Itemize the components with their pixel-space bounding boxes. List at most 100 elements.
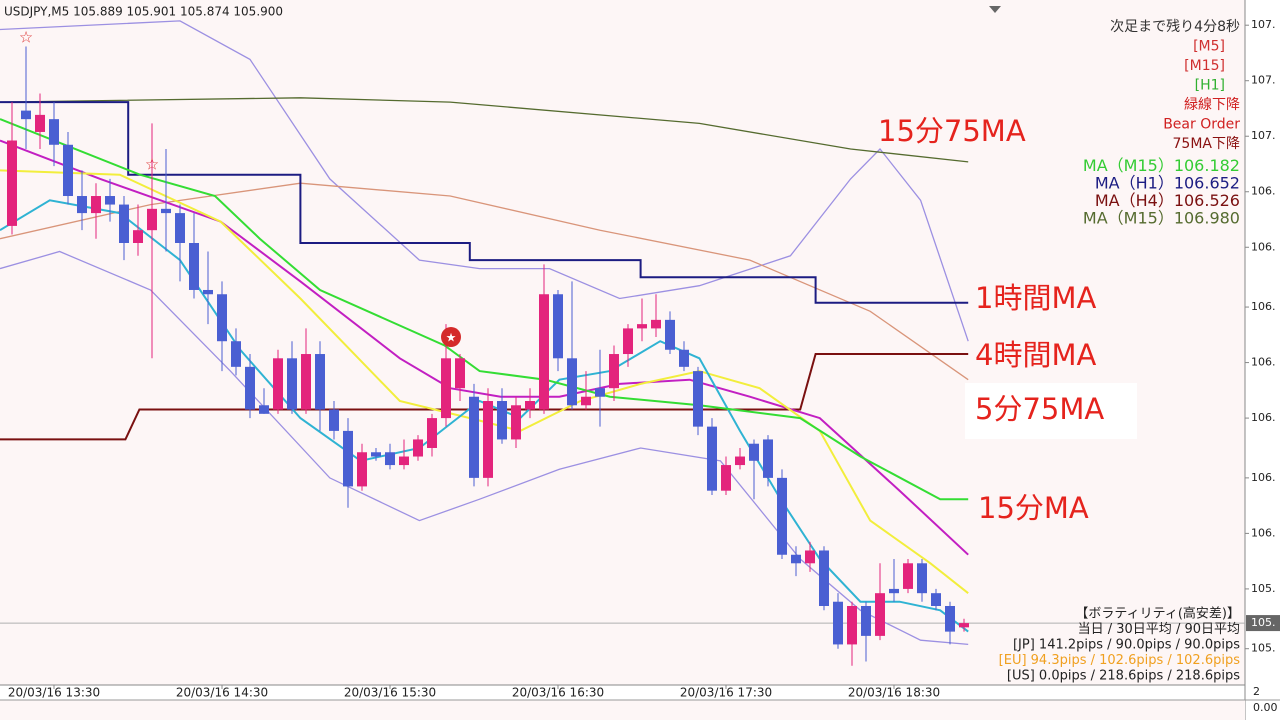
annotation-box xyxy=(965,383,1137,439)
signal-star: ☆ xyxy=(19,28,33,47)
status-line: MA（M15）106.182 xyxy=(1083,156,1240,175)
candle-body xyxy=(231,341,241,367)
candle-body xyxy=(637,324,647,329)
subwindow xyxy=(0,700,1245,720)
candle-body xyxy=(805,550,815,564)
candle-body xyxy=(609,354,619,389)
indicator-line xyxy=(0,20,969,342)
candle-body xyxy=(917,563,927,594)
candle-body xyxy=(119,204,129,243)
candle-body xyxy=(147,208,157,231)
status-line: 75MA下降 xyxy=(1173,136,1240,152)
candle-body xyxy=(693,371,703,427)
candle-body xyxy=(875,593,885,636)
candle-body xyxy=(399,456,409,466)
candle-body xyxy=(525,401,535,410)
bid-label-box xyxy=(1246,615,1280,632)
candle-body xyxy=(721,465,731,491)
candle-body xyxy=(567,358,577,406)
candle-body xyxy=(105,196,115,205)
candle-body xyxy=(133,230,143,243)
candle-body xyxy=(931,593,941,606)
candle-body xyxy=(707,426,717,491)
candle-body xyxy=(21,110,31,120)
bid-label: 105. xyxy=(1251,616,1276,629)
candle-body xyxy=(189,242,199,290)
status-line: [M5] xyxy=(1193,39,1225,55)
candle-body xyxy=(469,396,479,478)
y-tick-label: 105. xyxy=(1251,642,1276,655)
candle-body xyxy=(245,366,255,410)
status-line: MA（H4）106.526 xyxy=(1095,191,1240,210)
candle-body xyxy=(553,294,563,359)
candle-body xyxy=(49,119,59,145)
candle-body xyxy=(539,294,549,410)
y-tick-label: 106. xyxy=(1251,240,1276,253)
candle-body xyxy=(77,196,87,214)
y-tick-label: 106. xyxy=(1251,356,1276,369)
candle-body xyxy=(427,418,437,448)
candle-body xyxy=(735,456,745,466)
annotation: 5分75MA xyxy=(975,392,1104,426)
status-line: [H1] xyxy=(1195,78,1225,94)
x-tick-label: 20/03/16 16:30 xyxy=(512,686,604,700)
candle-body xyxy=(679,349,689,367)
candle-body xyxy=(287,358,297,410)
indicator-line xyxy=(0,169,969,594)
y-tick-label: 106. xyxy=(1251,471,1276,484)
shift-marker xyxy=(989,6,1001,13)
candle-body xyxy=(413,439,423,457)
y-tick-label: 106. xyxy=(1251,526,1276,539)
candle-body xyxy=(819,550,829,606)
candle-body xyxy=(371,452,381,457)
indicator-line xyxy=(0,250,969,646)
volatility-line: 当日 / 30日平均 / 90日平均 xyxy=(1078,622,1240,637)
annotation: 4時間MA xyxy=(975,338,1096,372)
x-tick-label: 20/03/16 15:30 xyxy=(344,686,436,700)
candle-body xyxy=(749,443,759,461)
candle-body xyxy=(203,289,213,295)
indicator-line xyxy=(0,118,969,501)
signal-mark-star: ★ xyxy=(446,331,457,345)
x-tick-label: 20/03/16 14:30 xyxy=(176,686,268,700)
candle-body xyxy=(847,605,857,645)
subwindow-label: 0.00 xyxy=(1253,701,1278,714)
candle-body xyxy=(217,294,227,342)
candle-body xyxy=(301,354,311,410)
candle-body xyxy=(329,409,339,431)
x-tick-label: 20/03/16 18:30 xyxy=(848,686,940,700)
candle-body xyxy=(259,405,269,414)
y-tick-label: 106. xyxy=(1251,300,1276,313)
candle-body xyxy=(455,358,465,389)
volatility-line: [JP] 141.2pips / 90.0pips / 90.0pips xyxy=(1013,638,1240,653)
annotation: 1時間MA xyxy=(975,281,1096,315)
status-line: [M15] xyxy=(1184,58,1225,74)
candle-body xyxy=(581,396,591,406)
subwindow-label: 2 xyxy=(1253,685,1260,698)
signal-star: ☆ xyxy=(145,155,159,174)
candle-body xyxy=(791,554,801,564)
indicator-line xyxy=(0,97,969,163)
status-line: Bear Order xyxy=(1163,117,1240,133)
y-tick-label: 107. xyxy=(1251,129,1276,142)
status-line: 次足まで残り4分8秒 xyxy=(1110,19,1240,35)
candle-body xyxy=(651,319,661,329)
candle-body xyxy=(343,430,353,487)
price-axis-area xyxy=(1245,0,1280,720)
annotation: 15分75MA xyxy=(878,114,1026,148)
candle-body xyxy=(273,358,283,410)
candle-body xyxy=(889,588,899,594)
candle-body xyxy=(777,477,787,555)
candle-body xyxy=(315,354,325,410)
candle-body xyxy=(63,144,73,197)
signal-mark xyxy=(441,327,461,347)
candle-body xyxy=(91,196,101,214)
indicator-line xyxy=(0,101,969,304)
candle-body xyxy=(623,328,633,355)
candle-body xyxy=(945,605,955,632)
y-tick-label: 107. xyxy=(1251,18,1276,31)
candle-body xyxy=(763,439,773,478)
y-tick-label: 107. xyxy=(1251,74,1276,87)
candle-body xyxy=(903,563,913,589)
